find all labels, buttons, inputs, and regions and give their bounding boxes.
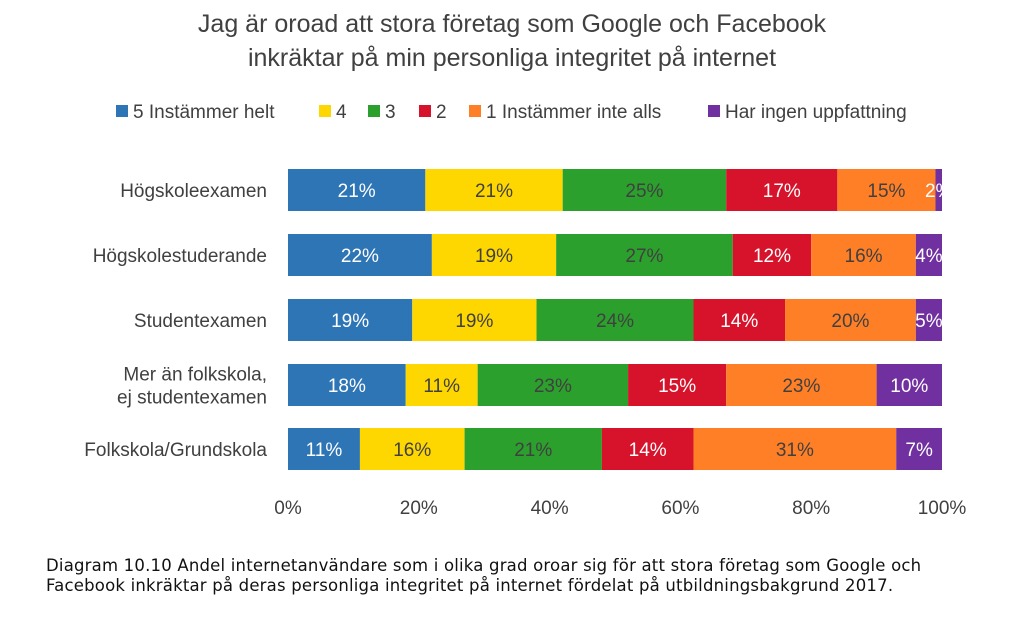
- chart: Jag är oroad att stora företag som Googl…: [84, 10, 967, 519]
- data-label: 25%: [625, 181, 663, 202]
- data-label: 17%: [763, 181, 801, 202]
- bar-segment: [915, 299, 942, 341]
- data-label: 21%: [475, 181, 513, 202]
- data-label: 16%: [393, 440, 431, 461]
- data-label: 4%: [915, 246, 943, 267]
- figure-caption: Diagram 10.10 Andel internetanvändare so…: [46, 556, 922, 595]
- data-label: 7%: [905, 440, 933, 461]
- legend-swatch: [368, 105, 380, 117]
- bar-segment: [405, 364, 478, 406]
- data-label: 15%: [658, 376, 696, 397]
- bar-segment: [412, 299, 537, 341]
- data-label: 21%: [514, 440, 552, 461]
- category-label: Mer än folkskola,: [123, 365, 267, 386]
- data-label: 12%: [753, 246, 791, 267]
- bar-segment: [288, 428, 360, 470]
- data-label: 14%: [720, 311, 758, 332]
- legend-label: 4: [336, 102, 347, 123]
- data-label: 23%: [782, 376, 820, 397]
- bar-segment: [288, 234, 432, 276]
- legend-label: 3: [385, 102, 396, 123]
- data-label: 24%: [596, 311, 634, 332]
- bar-segment: [536, 299, 694, 341]
- data-label: 19%: [475, 246, 513, 267]
- bar-segment: [556, 234, 733, 276]
- legend-swatch: [419, 105, 431, 117]
- bar-segment: [288, 299, 413, 341]
- bar-segment: [359, 428, 465, 470]
- chart-title-line: inkräktar på min personliga integritet p…: [248, 44, 776, 72]
- category-label: Högskoleexamen: [120, 181, 267, 202]
- x-tick-label: 100%: [918, 498, 967, 519]
- data-label: 14%: [629, 440, 667, 461]
- bar-segment: [601, 428, 694, 470]
- category-label: ej studentexamen: [117, 388, 267, 409]
- category-label: Högskolestuderande: [93, 246, 267, 267]
- data-label: 19%: [331, 311, 369, 332]
- x-tick-label: 80%: [792, 498, 830, 519]
- bar-segment: [431, 234, 557, 276]
- data-label: 20%: [831, 311, 869, 332]
- x-tick-label: 0%: [274, 498, 302, 519]
- bar-segment: [896, 428, 942, 470]
- bar-segment: [876, 364, 942, 406]
- legend-swatch: [708, 105, 720, 117]
- bar-segment: [425, 169, 563, 211]
- data-label: 21%: [338, 181, 376, 202]
- x-tick-label: 20%: [400, 498, 438, 519]
- bar-segment: [288, 364, 406, 406]
- legend-swatch: [319, 105, 331, 117]
- data-label: 2%: [925, 181, 953, 202]
- data-label: 18%: [328, 376, 366, 397]
- bar-segment: [288, 169, 426, 211]
- stacked-bar-chart: Jag är oroad att stora företag som Googl…: [84, 10, 967, 519]
- data-label: 11%: [423, 376, 460, 397]
- legend-label: 2: [436, 102, 447, 123]
- bar-segment: [464, 428, 602, 470]
- bar-segment: [785, 299, 916, 341]
- chart-title-line: Jag är oroad att stora företag som Googl…: [198, 10, 827, 38]
- data-label: 15%: [867, 181, 905, 202]
- data-label: 31%: [776, 440, 814, 461]
- data-label: 5%: [915, 311, 943, 332]
- legend-label: 1 Instämmer inte alls: [486, 102, 661, 123]
- x-tick-label: 60%: [661, 498, 699, 519]
- legend-label: Har ingen uppfattning: [725, 102, 907, 123]
- bar-segment: [693, 428, 897, 470]
- bar-segment: [837, 169, 936, 211]
- data-label: 16%: [845, 246, 883, 267]
- legend-swatch: [116, 105, 128, 117]
- data-label: 10%: [890, 376, 928, 397]
- bar-segment: [628, 364, 727, 406]
- legend-label: 5 Instämmer helt: [133, 102, 275, 123]
- data-label: 19%: [455, 311, 493, 332]
- legend-swatch: [469, 105, 481, 117]
- bar-segment: [915, 234, 942, 276]
- x-tick-label: 40%: [531, 498, 569, 519]
- bar-segment: [732, 234, 812, 276]
- bar-segment: [726, 364, 877, 406]
- data-label: 23%: [534, 376, 572, 397]
- data-label: 11%: [306, 440, 343, 461]
- bar-segment: [693, 299, 786, 341]
- category-label: Studentexamen: [134, 311, 267, 332]
- bar-segment: [726, 169, 838, 211]
- bar-segment: [562, 169, 727, 211]
- data-label: 22%: [341, 246, 379, 267]
- bar-segment: [935, 169, 942, 211]
- bar-segment: [811, 234, 916, 276]
- category-label: Folkskola/Grundskola: [84, 440, 267, 461]
- data-label: 27%: [625, 246, 663, 267]
- bar-segment: [477, 364, 629, 406]
